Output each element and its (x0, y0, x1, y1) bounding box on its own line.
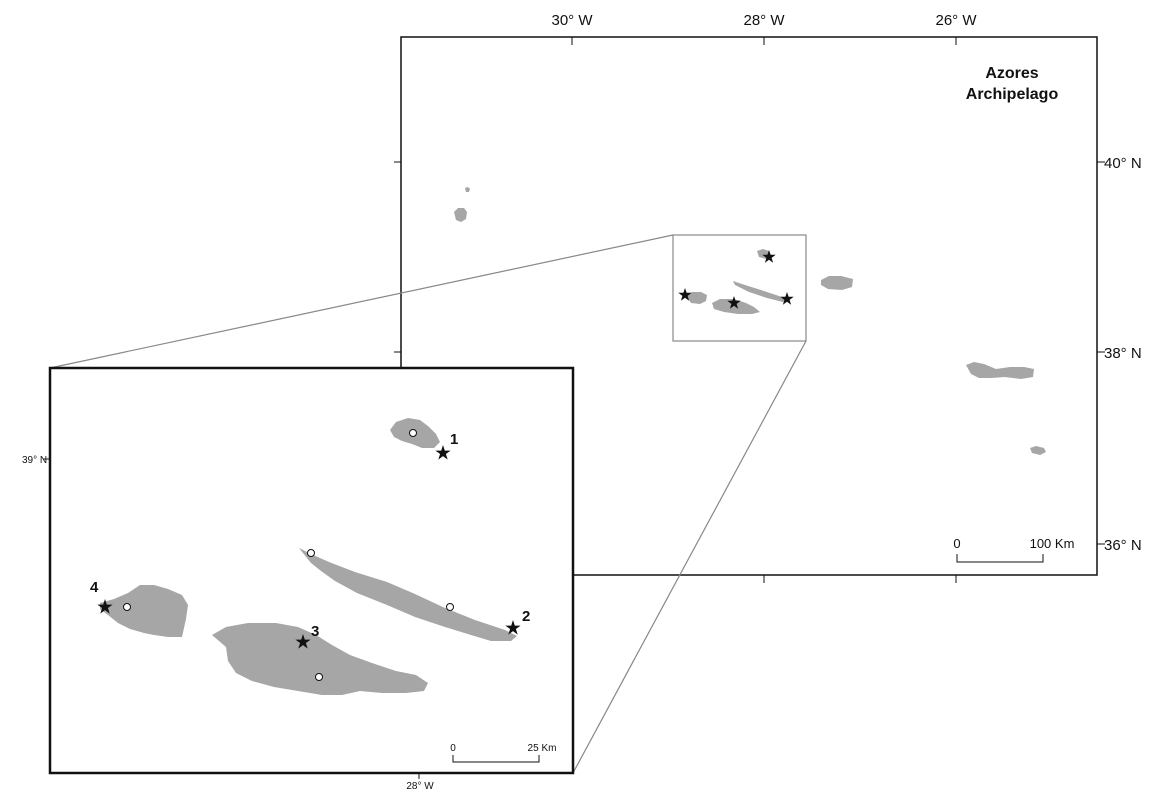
connector-line (572, 340, 807, 774)
map-title-line1: Azores (985, 65, 1038, 82)
lon-label: 26° W (935, 12, 977, 29)
site-label: 1 (450, 431, 458, 448)
main-scale-bar: 0 100 Km (953, 536, 1075, 563)
island-corvo (465, 187, 470, 192)
sites-main (678, 250, 794, 309)
star-icon (678, 288, 692, 301)
sites-inset (97, 445, 521, 649)
islands-inset (100, 418, 517, 695)
lat-label: 38° N (1104, 345, 1142, 362)
main-map-frame (400, 36, 1098, 576)
map-title-line2: Archipelago (966, 86, 1059, 103)
inset-lon-label: 28° W (406, 781, 434, 791)
scale-zero: 0 (450, 743, 456, 754)
site-label: 4 (90, 579, 99, 596)
star-icon (97, 599, 113, 614)
lat-label: 36° N (1104, 537, 1142, 554)
towns-inset (123, 429, 454, 681)
star-icon (762, 250, 776, 263)
inset-map-frame (48, 366, 575, 775)
inset-map: 39° N 28° W 1 2 3 4 (22, 366, 575, 791)
island-sao-miguel (966, 362, 1034, 379)
connector-line (49, 234, 674, 369)
island-faial (100, 585, 188, 637)
star-icon (780, 292, 794, 305)
circle-marker-icon (307, 549, 315, 557)
star-icon (727, 296, 741, 309)
lat-label: 40° N (1104, 155, 1142, 172)
island-sao-jorge (299, 548, 517, 641)
island-faial (686, 292, 707, 304)
island-terceira (821, 276, 853, 290)
circle-marker-icon (446, 603, 454, 611)
inset-scale-bar: 0 25 Km (450, 743, 557, 763)
scale-end: 100 Km (1030, 536, 1075, 551)
inset-locator-box (672, 234, 807, 342)
lon-label: 28° W (743, 12, 785, 29)
island-pico (212, 623, 428, 695)
scale-zero: 0 (953, 536, 960, 551)
site-label: 3 (311, 623, 319, 640)
circle-marker-icon (123, 603, 131, 611)
circle-marker-icon (409, 429, 417, 437)
main-map: 30° W 28° W 26° W 40° N 38° N 36° N Azor… (394, 12, 1142, 583)
site-label: 2 (522, 608, 530, 625)
star-icon (505, 620, 521, 635)
lon-label: 30° W (551, 12, 593, 29)
circle-marker-icon (315, 673, 323, 681)
inset-lat-label: 39° N (22, 455, 47, 466)
star-icon (435, 445, 451, 460)
island-santa-maria (1030, 446, 1046, 455)
scale-end: 25 Km (528, 743, 557, 754)
island-sao-jorge (733, 281, 789, 302)
island-flores (454, 208, 467, 222)
star-icon (295, 634, 311, 649)
